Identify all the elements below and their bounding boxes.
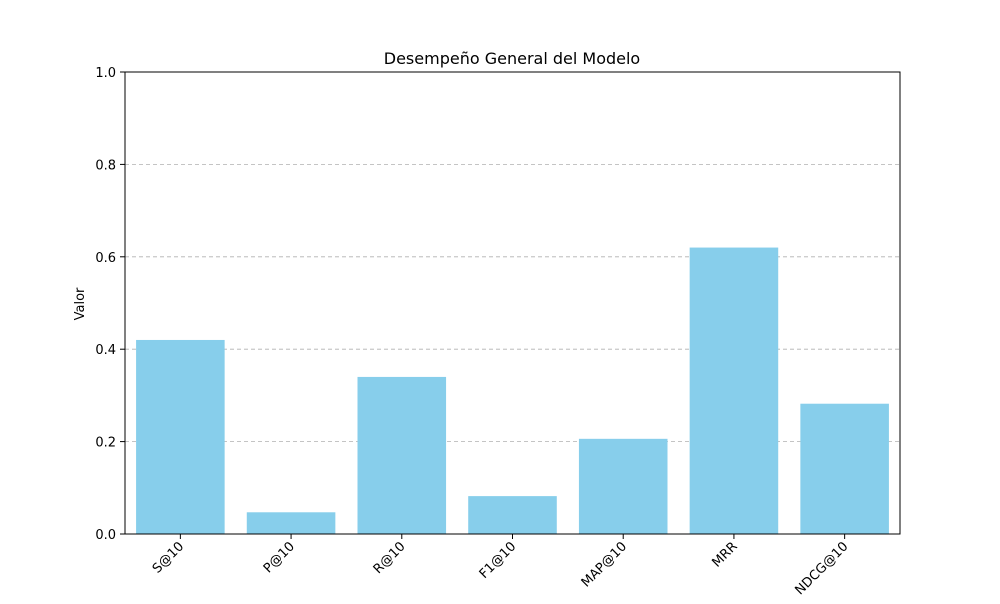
x-tick-label: F1@10 bbox=[477, 539, 520, 582]
x-tick-label: NDCG@10 bbox=[792, 539, 851, 598]
bar-p-10 bbox=[246, 512, 336, 534]
grid-lines bbox=[125, 163, 900, 443]
y-tick-label: 1.0 bbox=[95, 66, 116, 81]
bar-ndcg-10 bbox=[800, 403, 889, 534]
y-tick-label: 0.8 bbox=[95, 158, 116, 173]
chart-title: Desempeño General del Modelo bbox=[384, 49, 640, 68]
bar-r-10 bbox=[357, 376, 447, 534]
x-tick-label: P@10 bbox=[261, 539, 298, 576]
x-tick-label: R@10 bbox=[371, 539, 409, 577]
bar-map-10 bbox=[578, 438, 668, 534]
bar-f1-10 bbox=[468, 496, 557, 534]
y-axis-ticks: 0.0 0.2 0.4 0.6 0.8 1.0 bbox=[95, 66, 125, 543]
x-axis-ticks: S@10 P@10 R@10 F1@10 MAP@10 MRR NDCG@10 bbox=[150, 534, 851, 598]
x-tick-label: MAP@10 bbox=[579, 539, 630, 590]
x-tick-label: S@10 bbox=[150, 539, 187, 576]
y-tick-label: 0.0 bbox=[95, 528, 116, 543]
y-tick-label: 0.6 bbox=[95, 251, 116, 266]
y-tick-label: 0.4 bbox=[95, 343, 116, 358]
bars bbox=[136, 247, 889, 534]
plot-frame bbox=[124, 71, 901, 535]
bar-mrr bbox=[689, 247, 779, 534]
y-tick-label: 0.2 bbox=[95, 436, 116, 451]
x-tick-label: MRR bbox=[709, 539, 740, 570]
y-axis-label: Valor bbox=[73, 287, 88, 320]
bar-s-10 bbox=[136, 339, 225, 534]
